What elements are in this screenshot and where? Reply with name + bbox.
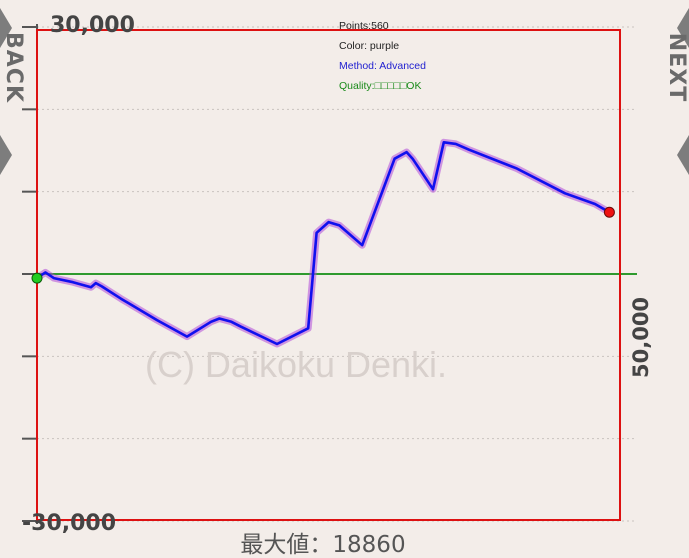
y-top-tick-label: 30,000 (50, 13, 135, 38)
method-text: Method: Advanced (339, 60, 426, 72)
back-chevron-icon (0, 8, 12, 48)
quality-text: Quality:□□□□□OK (339, 80, 422, 92)
series-line (35, 141, 611, 346)
next-nav[interactable]: NEXT (664, 0, 689, 185)
back-label: BACK (1, 32, 26, 103)
y-bottom-tick-label: -30,000 (22, 511, 116, 536)
next-chevron-icon (677, 135, 689, 175)
next-chevron-icon (677, 8, 689, 48)
x-right-tick-label: 50,000 (629, 297, 653, 378)
watermark-text: (C) Daikoku Denki. (145, 344, 447, 385)
back-chevron-icon (0, 135, 12, 175)
next-label: NEXT (663, 32, 689, 103)
end-point-marker (603, 206, 615, 218)
max-value-footer: 最大値：18860 (240, 532, 405, 558)
color-text: Color: purple (339, 40, 400, 52)
back-nav[interactable]: BACK (0, 0, 26, 185)
points-text: Points:560 (339, 20, 389, 32)
start-point-marker (31, 272, 43, 284)
series-group (31, 138, 615, 348)
